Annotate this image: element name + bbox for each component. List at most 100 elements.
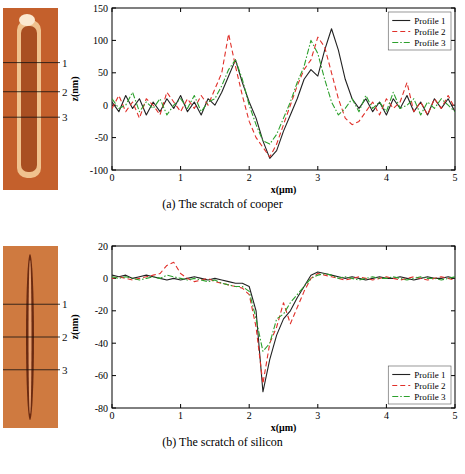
x-tick bbox=[249, 8, 250, 12]
y-tick bbox=[112, 72, 116, 73]
y-tick bbox=[112, 375, 116, 376]
pile-up bbox=[19, 14, 35, 26]
afm-image bbox=[3, 8, 60, 190]
legend-box bbox=[388, 366, 451, 404]
x-tick bbox=[455, 8, 456, 12]
x-tick bbox=[249, 166, 250, 170]
legend-label: Profile 3 bbox=[414, 392, 446, 402]
y-tick bbox=[451, 170, 455, 171]
y-tick-label: -40 bbox=[95, 338, 108, 349]
x-tick bbox=[249, 246, 250, 250]
y-tick-label: -20 bbox=[95, 305, 108, 316]
y-tick bbox=[112, 8, 116, 9]
legend-label: Profile 1 bbox=[414, 370, 445, 380]
profile-line bbox=[3, 337, 60, 338]
y-axis-title: z(nm) bbox=[69, 77, 81, 102]
x-tick bbox=[455, 246, 456, 250]
legend-swatch bbox=[392, 374, 410, 375]
y-tick-label: 0 bbox=[103, 273, 108, 284]
y-tick-label: -50 bbox=[95, 132, 108, 143]
x-tick bbox=[180, 246, 181, 250]
profile-line bbox=[3, 369, 60, 370]
x-tick-label: 2 bbox=[247, 172, 252, 183]
x-tick-label: 2 bbox=[247, 410, 252, 421]
x-tick bbox=[386, 8, 387, 12]
profile-line-series bbox=[112, 262, 455, 384]
y-tick bbox=[112, 246, 116, 247]
y-tick bbox=[451, 343, 455, 344]
legend-swatch bbox=[392, 42, 410, 43]
panel: 123-100-50050100150012345z(nm)x(μm)(a) T… bbox=[3, 3, 458, 212]
x-tick bbox=[180, 404, 181, 408]
x-tick-label: 4 bbox=[384, 410, 389, 421]
y-tick-label: 0 bbox=[103, 100, 108, 111]
x-tick bbox=[249, 404, 250, 408]
y-tick bbox=[451, 137, 455, 138]
x-tick bbox=[112, 8, 113, 12]
profile-number: 2 bbox=[62, 86, 68, 98]
y-tick bbox=[451, 40, 455, 41]
y-tick bbox=[451, 375, 455, 376]
x-tick bbox=[317, 8, 318, 12]
afm-image bbox=[3, 246, 60, 428]
x-tick bbox=[386, 166, 387, 170]
plot-frame bbox=[112, 246, 455, 408]
x-tick-label: 5 bbox=[453, 410, 458, 421]
y-tick-label: 20 bbox=[98, 241, 108, 252]
x-tick bbox=[386, 246, 387, 250]
profile-line bbox=[3, 62, 60, 63]
x-tick-label: 5 bbox=[453, 172, 458, 183]
x-tick-label: 3 bbox=[315, 410, 320, 421]
y-tick bbox=[112, 40, 116, 41]
scratch-groove bbox=[21, 26, 37, 172]
y-axis-title: z(nm) bbox=[69, 315, 81, 340]
y-tick bbox=[112, 408, 116, 409]
panel: 123-80-60-40-20020012345z(nm)x(μm)(b) Th… bbox=[3, 241, 458, 450]
x-tick-label: 0 bbox=[110, 172, 115, 183]
y-tick bbox=[451, 8, 455, 9]
x-tick-label: 0 bbox=[110, 410, 115, 421]
y-tick bbox=[451, 310, 455, 311]
profile-line bbox=[3, 117, 60, 118]
x-tick bbox=[317, 404, 318, 408]
profile-line-series bbox=[112, 40, 455, 144]
y-tick-label: 100 bbox=[93, 35, 108, 46]
y-tick-label: -80 bbox=[95, 403, 108, 414]
scratch-rim bbox=[17, 20, 41, 178]
y-tick bbox=[112, 343, 116, 344]
legend-label: Profile 2 bbox=[414, 381, 445, 391]
x-tick bbox=[180, 166, 181, 170]
legend-swatch bbox=[392, 20, 410, 21]
x-axis-title: x(μm) bbox=[271, 422, 297, 434]
legend-label: Profile 3 bbox=[414, 38, 446, 48]
x-tick bbox=[112, 404, 113, 408]
x-tick bbox=[455, 166, 456, 170]
y-tick bbox=[112, 170, 116, 171]
figure: 123-100-50050100150012345z(nm)x(μm)(a) T… bbox=[0, 0, 465, 474]
y-tick bbox=[451, 408, 455, 409]
legend-swatch bbox=[392, 385, 410, 386]
legend-box bbox=[388, 12, 451, 50]
profile-line bbox=[3, 91, 60, 92]
y-tick bbox=[451, 72, 455, 73]
caption: (a) The scratch of cooper bbox=[162, 197, 282, 211]
profile-line bbox=[3, 304, 60, 305]
y-tick-label: 50 bbox=[98, 67, 108, 78]
x-tick bbox=[112, 166, 113, 170]
x-tick-label: 4 bbox=[384, 172, 389, 183]
profile-line-series bbox=[112, 274, 455, 352]
y-tick-label: -60 bbox=[95, 370, 108, 381]
x-tick bbox=[317, 246, 318, 250]
profile-number: 1 bbox=[62, 298, 68, 310]
legend-label: Profile 1 bbox=[414, 16, 445, 26]
x-tick bbox=[112, 246, 113, 250]
y-tick-label: 150 bbox=[93, 3, 108, 14]
x-tick bbox=[317, 166, 318, 170]
y-tick-label: -100 bbox=[90, 165, 108, 176]
legend: Profile 1Profile 2Profile 3 bbox=[388, 12, 451, 50]
profile-number: 1 bbox=[62, 57, 68, 69]
x-tick bbox=[455, 404, 456, 408]
image-ground bbox=[3, 8, 58, 190]
x-tick-label: 3 bbox=[315, 172, 320, 183]
profile-line-series bbox=[112, 34, 455, 157]
